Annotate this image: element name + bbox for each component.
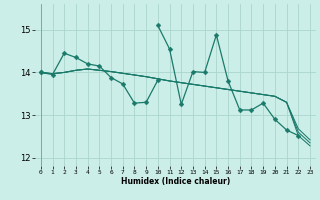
X-axis label: Humidex (Indice chaleur): Humidex (Indice chaleur) (121, 177, 230, 186)
